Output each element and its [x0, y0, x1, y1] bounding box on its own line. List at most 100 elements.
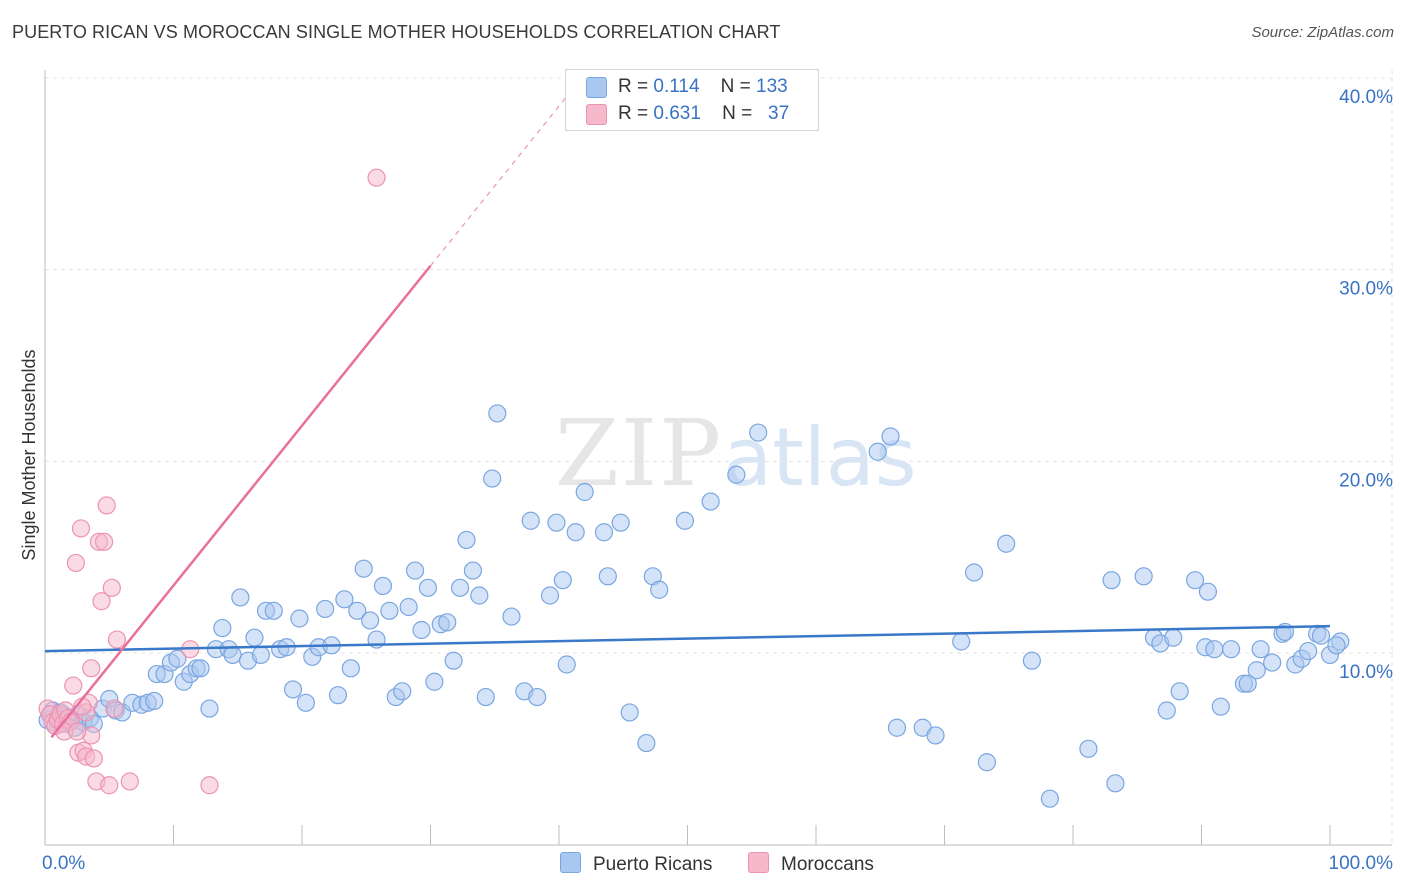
data-point: [316, 599, 335, 619]
data-point: [1263, 653, 1282, 672]
y-tick-label: 10.0%: [1339, 662, 1393, 683]
data-point: [1106, 774, 1125, 793]
y-axis-title: Single Mother Households: [19, 349, 39, 560]
data-point: [540, 586, 560, 605]
data-point: [1327, 636, 1346, 655]
data-point: [191, 659, 210, 678]
data-point: [1022, 651, 1041, 670]
data-point: [997, 534, 1016, 553]
data-point: [977, 753, 997, 772]
data-point: [1157, 701, 1176, 720]
data-point: [1221, 640, 1241, 659]
data-point: [82, 659, 101, 678]
data-point: [1102, 571, 1121, 590]
data-point: [488, 404, 507, 423]
trend-line-moroccans: [50, 265, 432, 739]
data-point: [380, 601, 399, 620]
data-point: [701, 492, 720, 511]
data-point: [223, 645, 242, 665]
data-point: [1299, 641, 1318, 661]
data-point: [361, 611, 380, 630]
data-point: [84, 749, 103, 768]
data-point: [620, 703, 639, 722]
bottom-legend-label: Puerto Ricans: [593, 854, 713, 875]
legend-r-label: R =: [618, 103, 649, 124]
data-point: [418, 578, 438, 597]
data-point: [200, 776, 219, 795]
bottom-legend-swatch-pink: [748, 852, 769, 873]
data-point: [213, 618, 232, 638]
trend-lines: [44, 73, 1331, 739]
data-point: [457, 530, 476, 550]
data-point: [547, 513, 566, 532]
data-point: [1198, 582, 1218, 601]
bottom-legend-moroccans: Moroccans: [748, 852, 874, 876]
source-label: Source: ZipAtlas.com: [1251, 24, 1394, 41]
data-point: [405, 561, 425, 580]
data-point: [290, 609, 309, 628]
bottom-legend-swatch-blue: [560, 852, 581, 873]
data-point: [399, 597, 418, 617]
data-point: [483, 469, 502, 488]
data-point: [1211, 697, 1230, 716]
legend-n-value: 133: [756, 76, 788, 97]
data-point: [412, 620, 431, 640]
x-tick-label-min: 0.0%: [42, 853, 85, 874]
data-point: [1205, 640, 1224, 659]
data-point: [438, 613, 457, 632]
data-point: [354, 559, 373, 578]
data-point: [463, 561, 483, 580]
data-point: [68, 722, 87, 741]
data-point: [952, 632, 971, 651]
data-point: [1170, 682, 1189, 701]
data-point: [1185, 571, 1205, 590]
data-point: [521, 511, 540, 530]
axis-labels: 10.0% 20.0% 30.0% 40.0% 0.0% 100.0% Single Mot…: [19, 87, 1393, 874]
legend-r-value: 0.114: [653, 76, 700, 97]
data-point: [1238, 674, 1257, 693]
data-point: [868, 442, 887, 461]
data-point: [1251, 640, 1270, 659]
data-point: [1311, 626, 1331, 645]
series-puerto-ricans: [38, 404, 1350, 808]
legend-swatch-pink: [586, 104, 607, 125]
data-point: [887, 718, 907, 737]
data-point: [926, 726, 945, 745]
data-point: [251, 645, 270, 665]
data-point: [881, 427, 900, 446]
legend-n-label: N =: [720, 76, 751, 97]
data-point: [120, 772, 139, 791]
data-point: [335, 590, 354, 609]
data-point: [575, 482, 594, 502]
legend-n-label: N =: [722, 103, 753, 124]
data-point: [675, 511, 695, 530]
data-point: [476, 687, 495, 707]
data-point: [105, 699, 124, 718]
legend-swatch-blue: [586, 77, 607, 98]
data-point: [328, 686, 348, 705]
data-point: [367, 168, 386, 187]
data-point: [393, 682, 412, 701]
data-point: [71, 519, 91, 538]
legend-r-label: R =: [618, 76, 649, 97]
data-point: [373, 576, 393, 596]
data-point: [145, 691, 164, 711]
stats-legend: R = 0.114 N = 133 R = 0.631 N = 37: [565, 69, 819, 131]
data-point: [97, 496, 116, 515]
data-point: [594, 523, 614, 542]
legend-text: R = 0.114 N = 133: [618, 76, 788, 98]
data-point: [450, 578, 470, 597]
trend-line-moroccans-extension: [430, 73, 586, 267]
data-point: [470, 586, 489, 605]
data-point: [1247, 661, 1266, 680]
data-point: [557, 655, 576, 674]
legend-r-value: 0.631: [653, 103, 701, 124]
data-point: [264, 601, 283, 620]
data-point: [102, 578, 121, 597]
data-point: [64, 676, 83, 695]
y-tick-label: 40.0%: [1339, 87, 1393, 108]
x-tick-label-max: 100.0%: [1329, 853, 1394, 874]
trend-line-puerto-ricans: [44, 624, 1331, 653]
data-point: [92, 592, 111, 611]
data-point: [749, 423, 768, 442]
